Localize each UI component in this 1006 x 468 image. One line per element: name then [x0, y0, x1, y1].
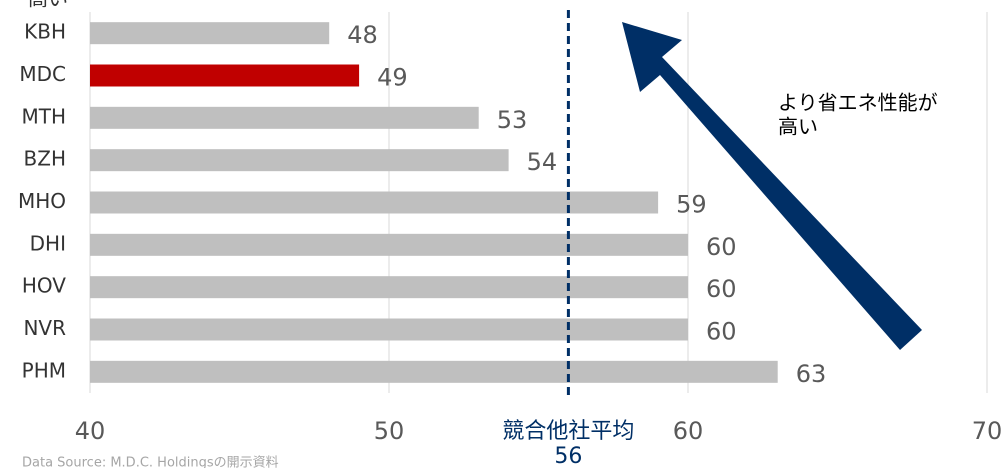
- data-label: 48: [347, 21, 378, 49]
- bar: [90, 64, 360, 87]
- x-tick-label: 40: [75, 417, 106, 445]
- x-tick-label: 70: [972, 417, 1003, 445]
- x-tick-label: 50: [374, 417, 405, 445]
- y-tick-label: BZH: [24, 147, 66, 171]
- y-tick-label: DHI: [30, 231, 66, 255]
- data-label: 60: [706, 233, 737, 261]
- data-label: 59: [676, 191, 707, 219]
- data-label: 60: [706, 275, 737, 303]
- data-label: 49: [377, 64, 408, 92]
- arrow-annotation: 高い: [778, 115, 818, 139]
- bar: [90, 233, 688, 256]
- bar: [90, 360, 778, 383]
- y-tick-label: KBH: [24, 20, 66, 44]
- y-tick-label: MDC: [19, 62, 66, 86]
- y-tick-label: HOV: [22, 274, 66, 298]
- data-label: 60: [706, 318, 737, 346]
- bar: [90, 149, 509, 172]
- bar: [90, 276, 688, 299]
- data-label: 54: [527, 148, 558, 176]
- y-tick-label: PHM: [22, 358, 66, 382]
- data-label: 53: [497, 106, 528, 134]
- top-note: 高い: [28, 0, 68, 11]
- average-label: 競合他社平均: [502, 419, 634, 444]
- source: Data Source: M.D.C. Holdingsの開示資料: [22, 456, 279, 468]
- y-tick-label: MTH: [21, 104, 66, 128]
- arrow: [622, 22, 922, 350]
- bar: [90, 191, 659, 214]
- bar: [90, 106, 479, 129]
- bar: [90, 22, 330, 45]
- arrow-annotation: より省エネ性能が: [778, 91, 938, 115]
- x-tick-label: 60: [673, 417, 704, 445]
- bar: [90, 318, 688, 341]
- average-value: 56: [554, 444, 582, 468]
- y-tick-label: NVR: [23, 316, 66, 340]
- data-label: 63: [796, 360, 827, 388]
- y-tick-label: MHO: [18, 189, 66, 213]
